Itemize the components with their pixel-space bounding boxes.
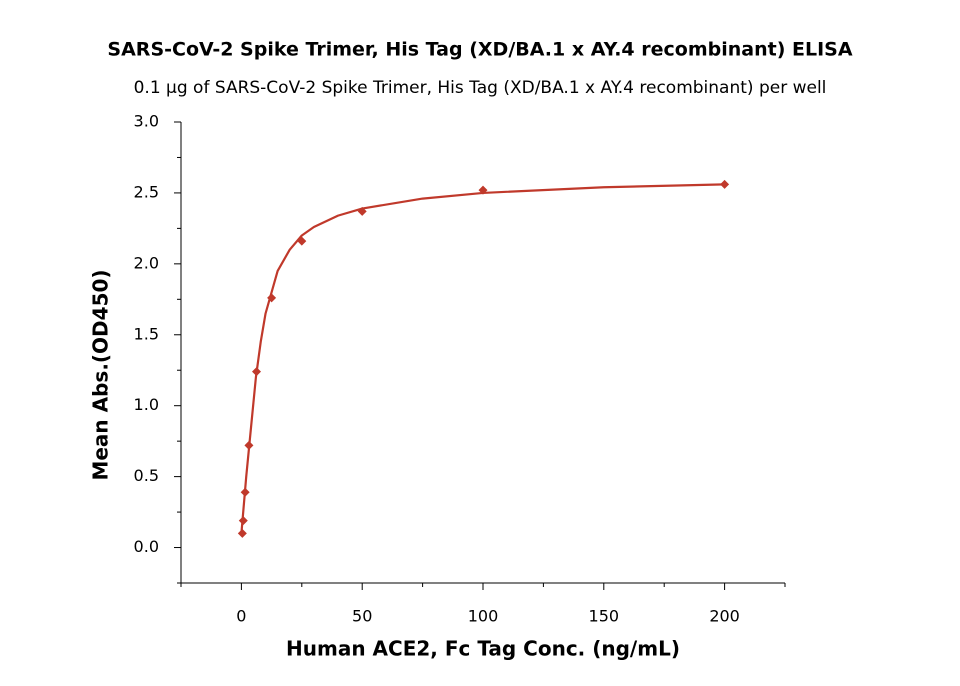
y-axis-label: Mean Abs.(OD450)	[89, 269, 113, 480]
y-tick-label: 2.5	[134, 182, 159, 201]
data-point	[252, 367, 261, 377]
x-tick-label: 150	[589, 607, 620, 626]
data-point	[357, 206, 367, 216]
data-point	[297, 236, 307, 246]
y-tick-label: 2.0	[134, 253, 159, 272]
x-axis-label: Human ACE2, Fc Tag Conc. (ng/mL)	[286, 637, 680, 661]
chart-title: SARS-CoV-2 Spike Trimer, His Tag (XD/BA.…	[107, 39, 852, 61]
y-tick-label: 1.0	[134, 395, 159, 414]
data-point	[237, 528, 247, 538]
y-tick-label: 1.5	[134, 324, 159, 343]
data-point	[267, 293, 277, 303]
data-point	[478, 185, 488, 195]
y-tick-label: 3.0	[134, 112, 159, 131]
x-tick-label: 200	[709, 607, 740, 626]
y-tick-label: 0.0	[134, 537, 159, 556]
data-point	[238, 516, 248, 526]
x-tick-label: 50	[352, 607, 372, 626]
fit-curve	[240, 183, 725, 534]
data-point	[240, 487, 250, 497]
x-tick-label: 100	[468, 607, 499, 626]
chart-subtitle: 0.1 µg of SARS-CoV-2 Spike Trimer, His T…	[134, 78, 827, 98]
y-tick-label: 0.5	[134, 466, 159, 485]
data-point	[244, 440, 254, 450]
data-point	[720, 179, 730, 189]
x-tick-label: 0	[236, 607, 246, 626]
